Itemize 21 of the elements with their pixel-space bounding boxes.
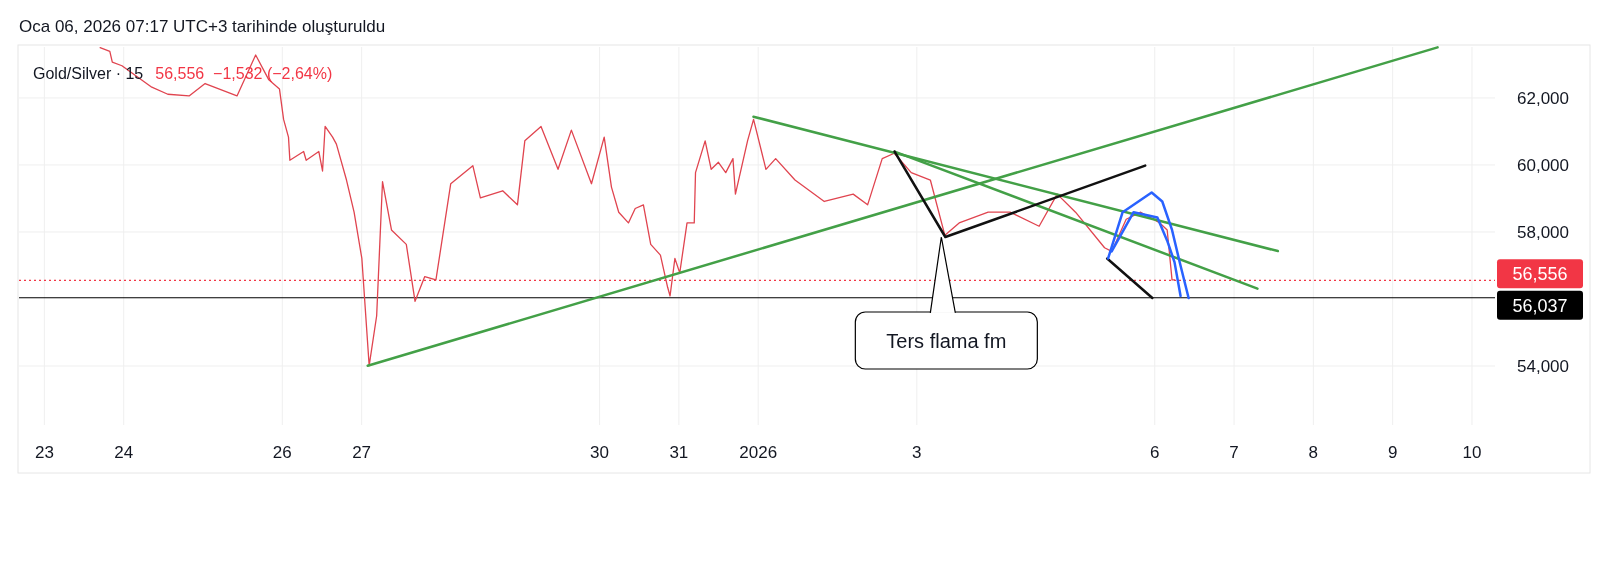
y-tick-label: 54,000 (1517, 357, 1569, 377)
x-tick-label: 6 (1150, 443, 1160, 462)
x-tick-label: 26 (272, 443, 292, 462)
x-tick-label: 27 (352, 443, 372, 462)
ref-line-label: 56,556 (1512, 264, 1568, 285)
x-tick-label: 3 (912, 443, 922, 462)
y-tick-label: 58,000 (1517, 222, 1569, 242)
y-tick-label: 62,000 (1517, 88, 1569, 108)
annotation: Ters flama fm (886, 329, 1007, 352)
x-tick-label: 8 (1308, 443, 1319, 462)
text: Oca 06, 2026 07:17 UTC+3 tarihinde oluşturuldu (19, 17, 386, 36)
x-tick-label: 9 (1387, 443, 1398, 462)
x-tick-label: 31 (669, 443, 689, 462)
y-tick-label: 60,000 (1517, 155, 1569, 175)
x-tick-label: 30 (590, 443, 610, 462)
x-tick-label: 24 (114, 443, 134, 462)
x-tick-label: 2026 (739, 443, 778, 462)
ref-line-label: 56,037 (1512, 295, 1568, 316)
x-tick-label: 7 (1229, 443, 1239, 462)
x-tick-label: 23 (34, 443, 54, 462)
x-tick-label: 10 (1462, 443, 1482, 462)
